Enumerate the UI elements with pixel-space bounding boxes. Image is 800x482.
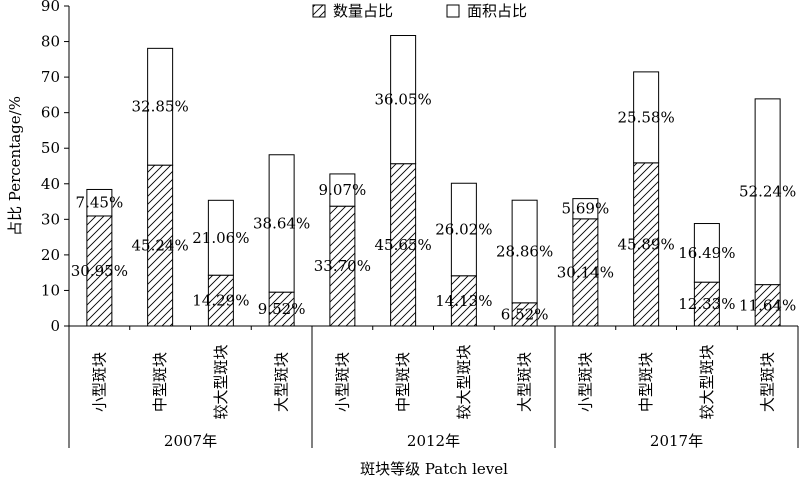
category-label: 小型斑块 xyxy=(90,352,108,412)
y-tick-label: 70 xyxy=(41,68,60,86)
y-axis-title: 占比 Percentage/% xyxy=(6,96,24,236)
y-tick-label: 10 xyxy=(41,281,60,299)
bar-area-share xyxy=(633,71,660,164)
y-tick-label: 90 xyxy=(41,0,60,15)
data-label-area: 32.85% xyxy=(132,98,189,116)
bar-area-share xyxy=(754,98,781,286)
category-label: 较大型斑块 xyxy=(455,344,473,419)
data-label-area: 52.24% xyxy=(739,183,796,201)
y-tick-label: 40 xyxy=(41,175,60,193)
bar-quantity-share xyxy=(633,162,660,327)
data-label-quantity: 14.29% xyxy=(192,292,249,310)
data-label-quantity: 11.64% xyxy=(739,296,796,314)
bar-area-share xyxy=(86,188,113,217)
data-label-quantity: 33.70% xyxy=(314,257,371,275)
data-label-quantity: 45.24% xyxy=(132,237,189,255)
data-label-area: 28.86% xyxy=(496,243,553,261)
bar-area-share xyxy=(693,223,720,283)
bar-area-share xyxy=(207,199,234,276)
group-label: 2007年 xyxy=(164,432,217,450)
bar-area-share xyxy=(390,35,417,165)
data-label-area: 36.05% xyxy=(375,91,432,109)
data-label-area: 26.02% xyxy=(435,221,492,239)
bar-area-share xyxy=(268,154,295,293)
data-label-quantity: 45.65% xyxy=(375,236,432,254)
legend-swatch-quantity xyxy=(312,4,326,18)
y-tick-label: 80 xyxy=(41,33,60,51)
y-tick-label: 60 xyxy=(41,104,60,122)
category-label: 中型斑块 xyxy=(637,352,655,412)
group-label: 2017年 xyxy=(650,432,703,450)
data-label-area: 38.64% xyxy=(253,214,310,232)
bar-quantity-share xyxy=(268,291,295,327)
data-label-area: 9.07% xyxy=(319,181,367,199)
group-label: 2012年 xyxy=(407,432,460,450)
y-tick-label: 50 xyxy=(41,139,60,157)
bar-quantity-share xyxy=(390,163,417,327)
legend-label-area: 面积占比 xyxy=(467,2,527,20)
category-label: 较大型斑块 xyxy=(212,344,230,419)
y-tick-label: 0 xyxy=(50,317,60,335)
bar-area-share xyxy=(329,173,356,207)
bar-quantity-share xyxy=(207,274,234,327)
data-label-quantity: 9.52% xyxy=(258,300,306,318)
data-label-area: 7.45% xyxy=(76,194,124,212)
bar-area-share xyxy=(511,199,538,304)
category-label: 较大型斑块 xyxy=(698,344,716,419)
data-label-area: 16.49% xyxy=(678,244,735,262)
category-label: 大型斑块 xyxy=(516,352,534,412)
legend-swatch-area xyxy=(446,4,460,18)
category-label: 大型斑块 xyxy=(759,352,777,412)
bar-quantity-share xyxy=(754,284,781,327)
category-label: 中型斑块 xyxy=(151,352,169,412)
data-label-quantity: 45.89% xyxy=(618,235,675,253)
bar-quantity-share xyxy=(329,205,356,327)
data-label-quantity: 14.13% xyxy=(435,292,492,310)
data-label-area: 5.69% xyxy=(562,200,610,218)
legend: 数量占比 面积占比 xyxy=(312,2,527,20)
category-label: 小型斑块 xyxy=(333,352,351,412)
category-label: 大型斑块 xyxy=(273,352,291,412)
bar-area-share xyxy=(450,182,477,277)
bar-quantity-share xyxy=(693,281,720,327)
data-label-quantity: 6.52% xyxy=(501,305,549,323)
data-label-area: 21.06% xyxy=(192,229,249,247)
data-label-quantity: 30.14% xyxy=(557,263,614,281)
bar-quantity-share xyxy=(572,218,599,327)
y-tick-label: 20 xyxy=(41,246,60,264)
data-label-quantity: 12.33% xyxy=(678,295,735,313)
y-tick-label: 30 xyxy=(41,210,60,228)
data-label-area: 25.58% xyxy=(618,108,675,126)
category-label: 小型斑块 xyxy=(576,352,594,412)
category-label: 中型斑块 xyxy=(394,352,412,412)
legend-label-quantity: 数量占比 xyxy=(333,2,393,20)
bar-area-share xyxy=(572,198,599,220)
bar-area-share xyxy=(147,47,174,166)
bar-quantity-share xyxy=(450,275,477,327)
x-axis-title: 斑块等级 Patch level xyxy=(360,460,508,478)
data-label-quantity: 30.95% xyxy=(71,262,128,280)
bar-quantity-share xyxy=(147,164,174,327)
